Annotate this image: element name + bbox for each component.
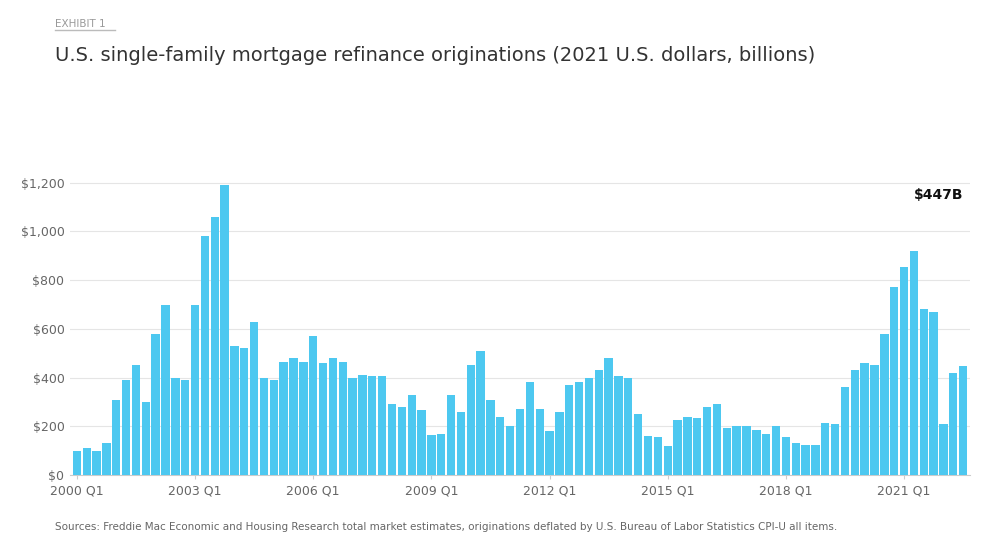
Bar — [378, 376, 386, 475]
Bar — [654, 437, 662, 475]
Bar — [713, 405, 721, 475]
Bar — [230, 346, 239, 475]
Bar — [851, 370, 859, 475]
Bar — [929, 312, 938, 475]
Bar — [122, 380, 130, 475]
Text: Sources: Freddie Mac Economic and Housing Research total market estimates, origi: Sources: Freddie Mac Economic and Housin… — [55, 523, 837, 532]
Bar — [890, 287, 898, 475]
Bar — [604, 358, 613, 475]
Bar — [329, 358, 337, 475]
Bar — [73, 450, 81, 475]
Bar — [644, 436, 652, 475]
Bar — [624, 378, 632, 475]
Bar — [447, 395, 455, 475]
Bar — [683, 417, 692, 475]
Bar — [900, 267, 908, 475]
Bar — [309, 336, 317, 475]
Bar — [220, 185, 229, 475]
Bar — [92, 450, 101, 475]
Bar — [959, 366, 967, 475]
Bar — [516, 410, 524, 475]
Bar — [211, 217, 219, 475]
Bar — [270, 380, 278, 475]
Bar — [595, 370, 603, 475]
Bar — [467, 365, 475, 475]
Bar — [181, 380, 189, 475]
Bar — [860, 363, 869, 475]
Bar — [526, 382, 534, 475]
Bar — [102, 443, 111, 475]
Bar — [870, 365, 879, 475]
Bar — [752, 430, 761, 475]
Bar — [289, 358, 298, 475]
Text: U.S. single-family mortgage refinance originations (2021 U.S. dollars, billions): U.S. single-family mortgage refinance or… — [55, 46, 815, 66]
Bar — [811, 444, 820, 475]
Bar — [161, 305, 170, 475]
Bar — [506, 426, 514, 475]
Bar — [723, 428, 731, 475]
Bar — [792, 443, 800, 475]
Bar — [673, 420, 682, 475]
Bar — [260, 378, 268, 475]
Bar — [348, 378, 357, 475]
Bar — [545, 431, 554, 475]
Bar — [732, 426, 741, 475]
Bar — [634, 414, 642, 475]
Bar — [565, 385, 573, 475]
Text: EXHIBIT 1: EXHIBIT 1 — [55, 19, 106, 29]
Bar — [319, 363, 327, 475]
Bar — [201, 236, 209, 475]
Bar — [585, 378, 593, 475]
Bar — [782, 437, 790, 475]
Bar — [664, 446, 672, 475]
Bar — [703, 407, 711, 475]
Bar — [151, 334, 160, 475]
Bar — [240, 348, 248, 475]
Bar — [476, 351, 485, 475]
Bar — [368, 376, 376, 475]
Bar — [772, 426, 780, 475]
Bar — [339, 362, 347, 475]
Bar — [388, 405, 396, 475]
Bar — [575, 382, 583, 475]
Text: $447B: $447B — [914, 188, 963, 202]
Bar — [398, 407, 406, 475]
Bar — [831, 424, 839, 475]
Bar — [910, 251, 918, 475]
Bar — [437, 434, 445, 475]
Bar — [358, 375, 367, 475]
Bar — [83, 448, 91, 475]
Bar — [279, 362, 288, 475]
Bar — [191, 305, 199, 475]
Bar — [486, 400, 495, 475]
Bar — [693, 418, 701, 475]
Bar — [801, 444, 810, 475]
Bar — [112, 400, 120, 475]
Bar — [457, 412, 465, 475]
Bar — [920, 310, 928, 475]
Bar — [536, 410, 544, 475]
Bar — [880, 334, 889, 475]
Bar — [821, 423, 829, 475]
Bar — [132, 365, 140, 475]
Bar — [299, 362, 308, 475]
Bar — [171, 378, 180, 475]
Bar — [555, 412, 564, 475]
Bar — [417, 411, 426, 475]
Bar — [142, 402, 150, 475]
Bar — [408, 395, 416, 475]
Bar — [841, 387, 849, 475]
Bar — [496, 417, 504, 475]
Bar — [949, 373, 957, 475]
Bar — [742, 426, 751, 475]
Bar — [614, 376, 623, 475]
Bar — [427, 435, 436, 475]
Bar — [250, 322, 258, 475]
Bar — [939, 424, 948, 475]
Bar — [762, 434, 770, 475]
